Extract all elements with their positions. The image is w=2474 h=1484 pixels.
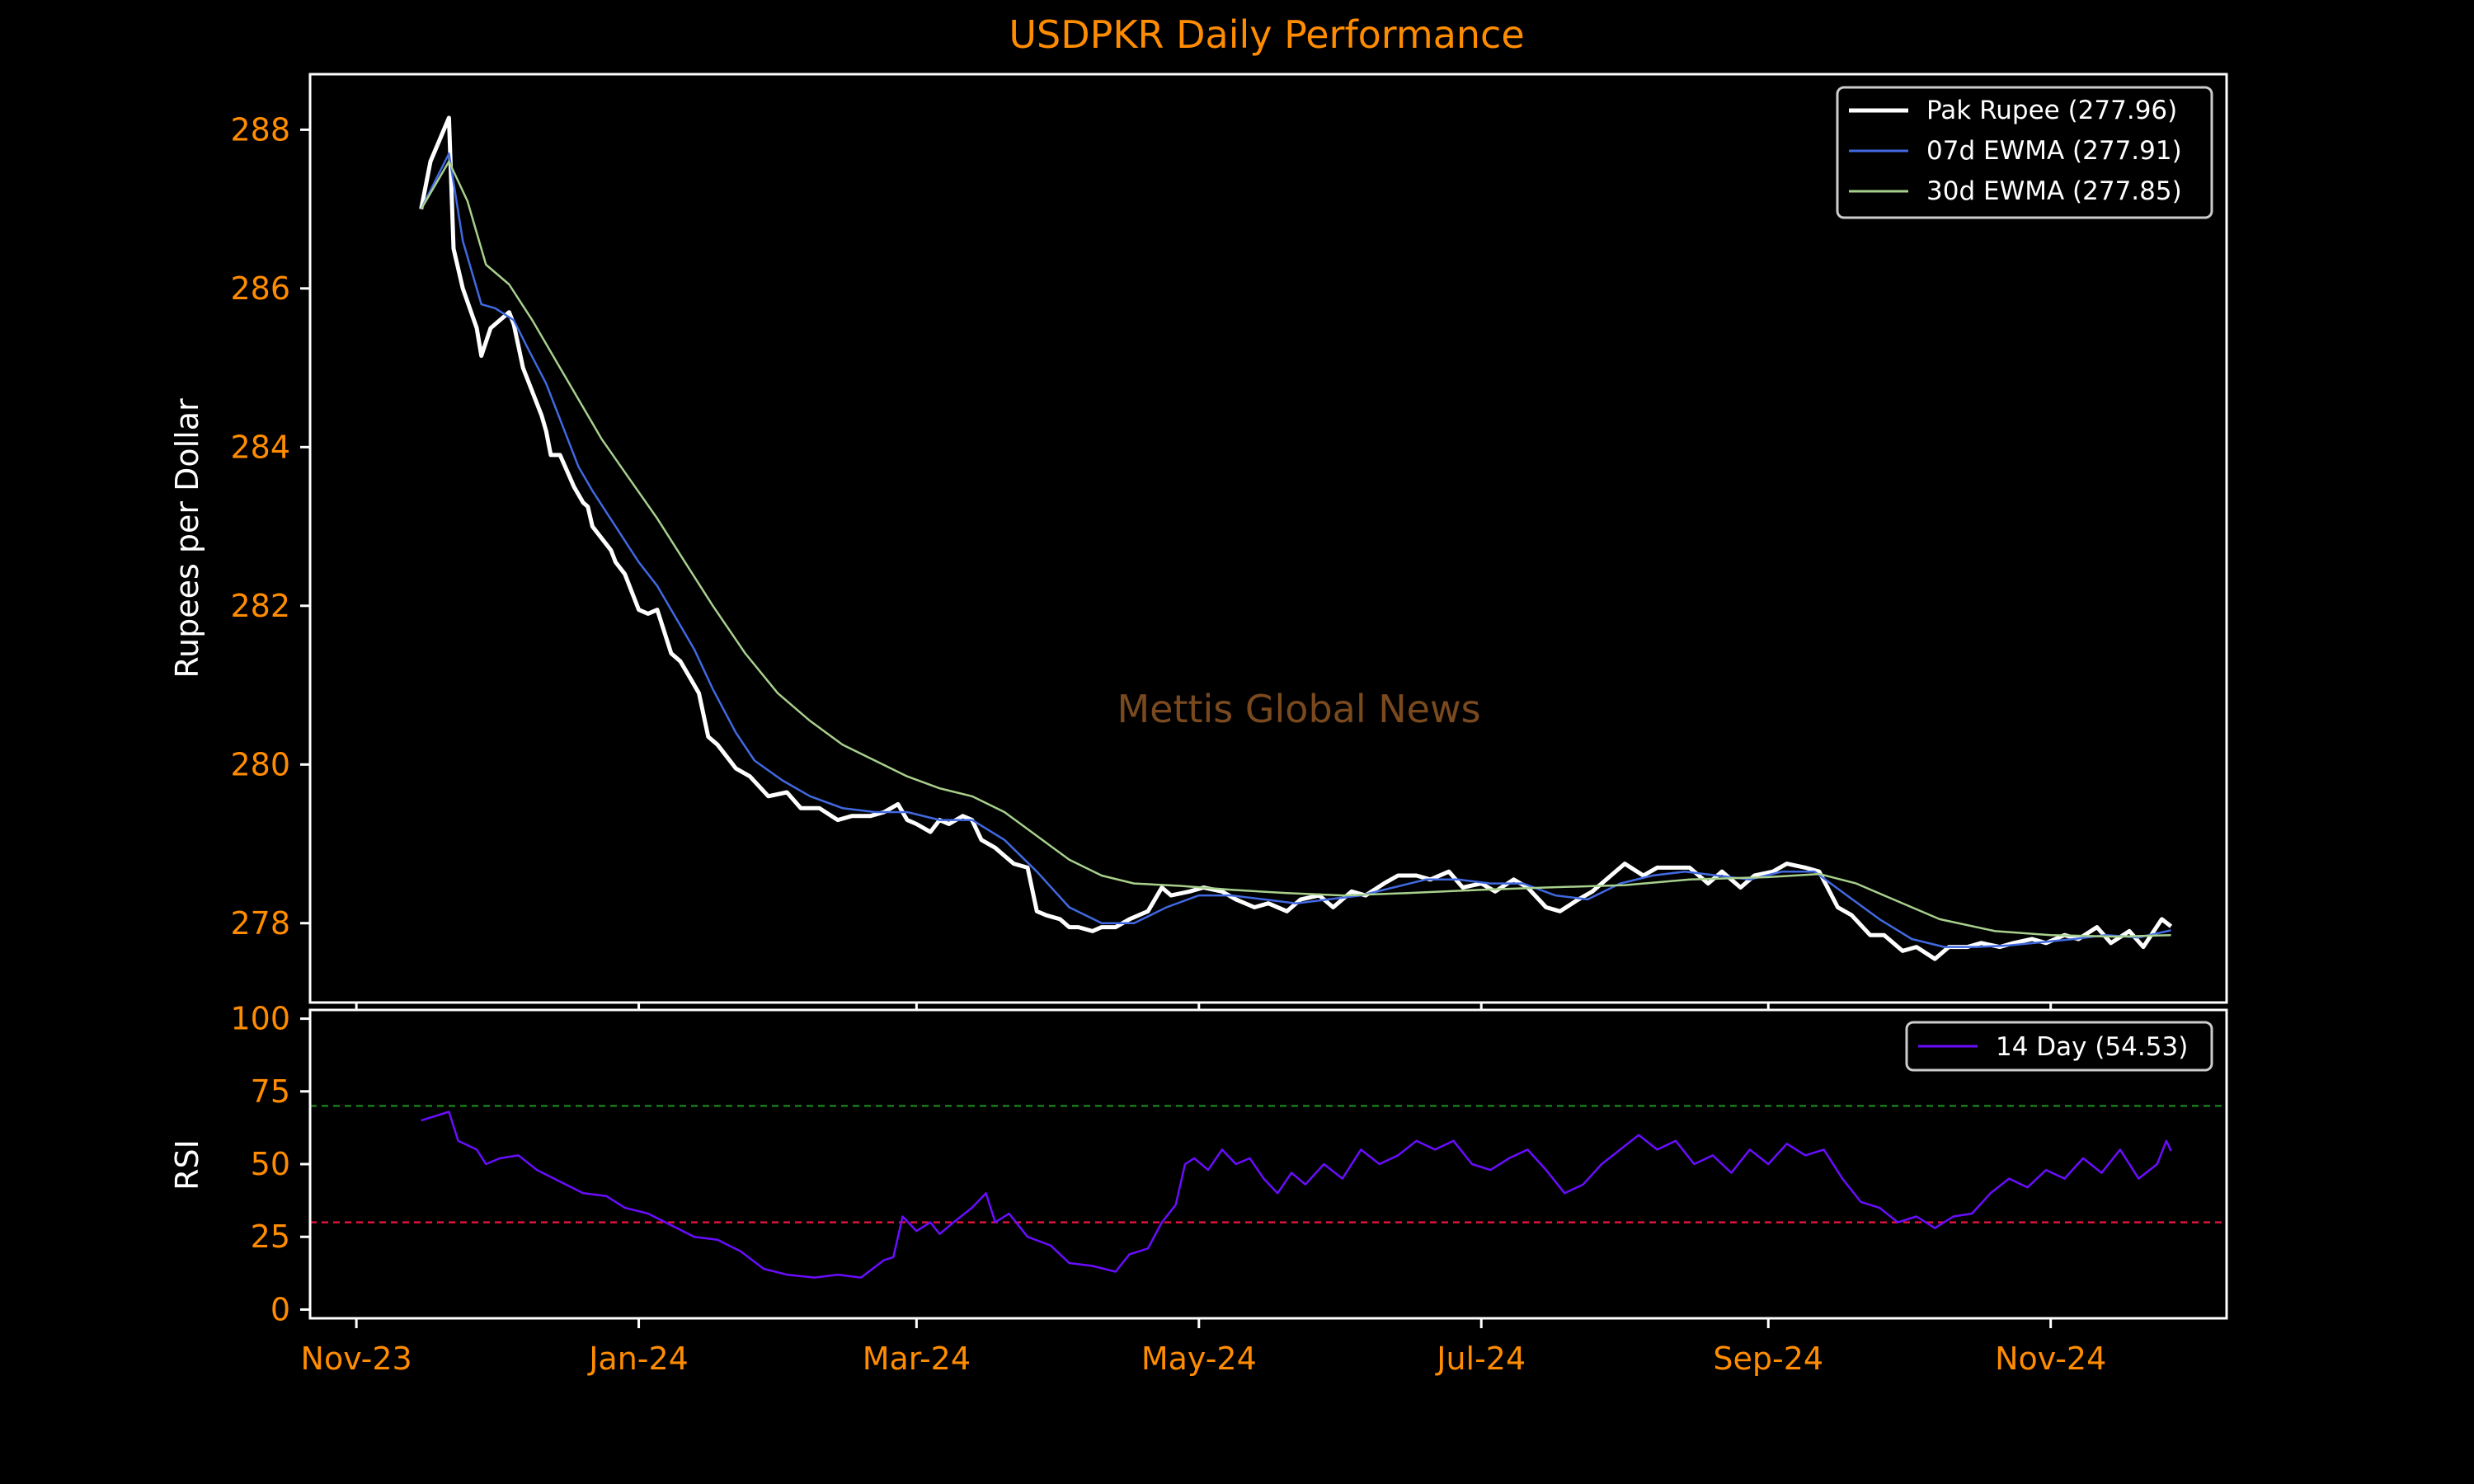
price-y-tick-label: 280 [230,746,290,782]
price-series-layer [419,115,2173,961]
rsi-legend-box [1905,1021,2213,1072]
price-y-tick-label: 278 [230,905,290,942]
series-line-ewma30 [420,160,2171,938]
series-line-rsi [421,1111,2172,1279]
rsi-y-tick-label: 75 [251,1073,290,1110]
price-legend: Pak Rupee (277.96) 07d EWMA (277.91) 30d… [1836,86,2213,219]
price-legend-box [1836,86,2213,219]
rsi-panel-frame [308,1008,2228,1320]
rsi-panel: 0 25 50 75 100 RSI [169,1001,2228,1327]
price-y-tick-label: 286 [230,270,290,307]
x-tick-label: Nov-23 [301,1341,412,1377]
price-y-tick-label: 288 [230,111,290,148]
price-panel-frame [308,73,2228,1004]
price-y-axis: 278 280 282 284 286 288 [230,111,310,942]
x-tick-label: Jul-24 [1435,1341,1526,1377]
price-panel: 278 280 282 284 286 288 Rupees per Dollar [169,73,2228,1004]
price-y-label: Rupees per Dollar [169,398,205,679]
x-tick-label: Mar-24 [863,1341,971,1377]
rsi-y-tick-label: 25 [251,1219,290,1255]
price-y-tick-label: 282 [230,588,290,624]
legend-label-rsi: 14 Day (54.53) [1996,1032,2188,1062]
rsi-y-label: RSI [169,1139,205,1190]
x-tick-label: May-24 [1141,1341,1257,1377]
legend-label-ewma7: 07d EWMA (277.91) [1926,136,2182,166]
x-tick-label: Sep-24 [1713,1341,1823,1377]
rsi-y-tick-label: 50 [251,1146,290,1182]
series-line-ewma7 [420,152,2171,948]
rsi-series-layer [421,1111,2172,1279]
x-tick-label: Nov-24 [1995,1341,2106,1377]
legend-label-ewma30: 30d EWMA (277.85) [1926,176,2182,206]
rsi-y-tick-label: 0 [270,1291,290,1327]
x-tick-label: Jan-24 [587,1341,689,1377]
chart-title: USDPKR Daily Performance [1009,12,1524,57]
watermark: Mettis Global News [1117,687,1480,731]
rsi-y-axis: 0 25 50 75 100 [230,1001,310,1327]
rsi-y-tick-label: 100 [230,1001,290,1037]
price-y-tick-label: 284 [230,429,290,465]
x-axis: Nov-23 Jan-24 Mar-24 May-24 Jul-24 Sep-24 Nov-… [301,1003,2106,1377]
series-line-price [419,115,2173,961]
legend-label-price: Pak Rupee (277.96) [1926,96,2177,125]
rsi-legend: 14 Day (54.53) [1905,1021,2213,1072]
